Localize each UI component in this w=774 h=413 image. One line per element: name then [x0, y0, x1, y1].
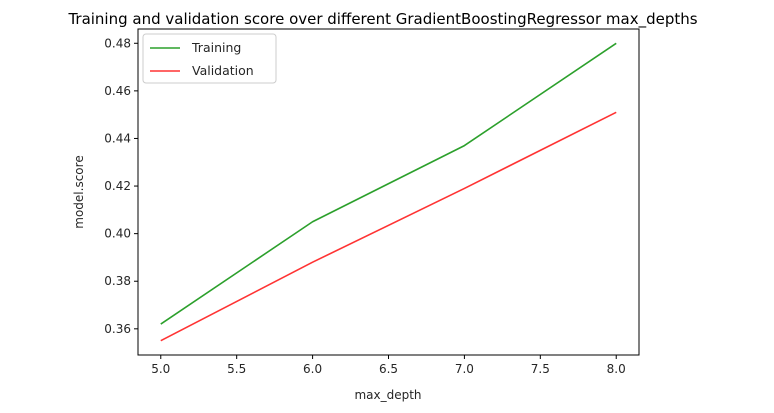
- y-axis-label: model.score: [72, 155, 86, 228]
- series-line-training: [160, 42, 617, 325]
- legend: Training Validation: [142, 33, 277, 84]
- x-tick-label: 6.0: [303, 362, 322, 376]
- y-tick-label: 0.48: [104, 36, 131, 50]
- y-tick-label: 0.46: [104, 84, 131, 98]
- y-tick-label: 0.42: [104, 179, 131, 193]
- x-tick-label: 7.5: [531, 362, 550, 376]
- y-tick-label: 0.44: [104, 131, 131, 145]
- y-axis: 0.36 0.38 0.40 0.42 0.44 0.46 0.48: [104, 36, 138, 336]
- y-tick-label: 0.38: [104, 274, 131, 288]
- x-tick-label: 5.0: [151, 362, 170, 376]
- y-tick-label: 0.36: [104, 322, 131, 336]
- x-tick-label: 5.5: [227, 362, 246, 376]
- series-line-validation: [160, 111, 617, 342]
- chart-title: Training and validation score over diffe…: [67, 10, 697, 29]
- x-axis-label: max_depth: [354, 388, 421, 402]
- legend-label-training: Training: [191, 40, 241, 55]
- x-tick-label: 7.0: [455, 362, 474, 376]
- legend-label-validation: Validation: [192, 63, 254, 78]
- series-layer: [160, 42, 617, 342]
- x-axis: 5.0 5.5 6.0 6.5 7.0 7.5 8.0: [151, 355, 626, 376]
- x-tick-label: 6.5: [379, 362, 398, 376]
- x-tick-label: 8.0: [607, 362, 626, 376]
- y-tick-label: 0.40: [104, 227, 131, 241]
